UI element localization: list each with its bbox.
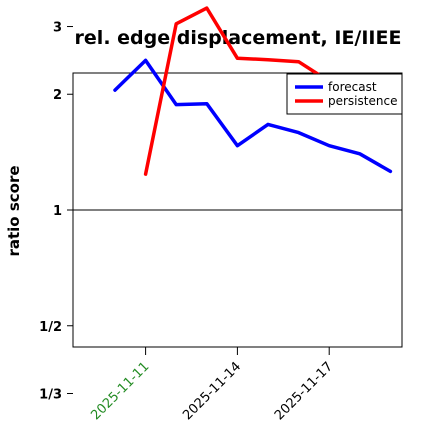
x-tick-label: 2025-11-17 (272, 359, 336, 423)
legend-label-forecast: forecast (328, 80, 377, 94)
y-tick-label: 3 (53, 21, 62, 36)
y-tick-label: 1/2 (39, 320, 62, 335)
y-tick-label: 1/3 (39, 387, 62, 402)
y-axis-label: ratio score (5, 165, 23, 256)
x-tick-label: 2025-11-11 (88, 359, 152, 423)
series-line-forecast (113, 58, 393, 174)
x-tick-label: 2025-11-14 (180, 359, 244, 423)
chart-marks: 1/3 1/2 1 2 3 2025-11-11 2025-11-14 2025-11-17 (39, 6, 402, 423)
legend-box (286, 73, 403, 115)
legend-label-persistence: persistence (328, 94, 397, 108)
y-tick-label: 2 (53, 88, 62, 103)
y-tick-label: 1 (53, 204, 62, 219)
chart-title: rel. edge displacement, IE/IIEE (75, 27, 402, 49)
legend: forecast persistence (286, 73, 403, 115)
